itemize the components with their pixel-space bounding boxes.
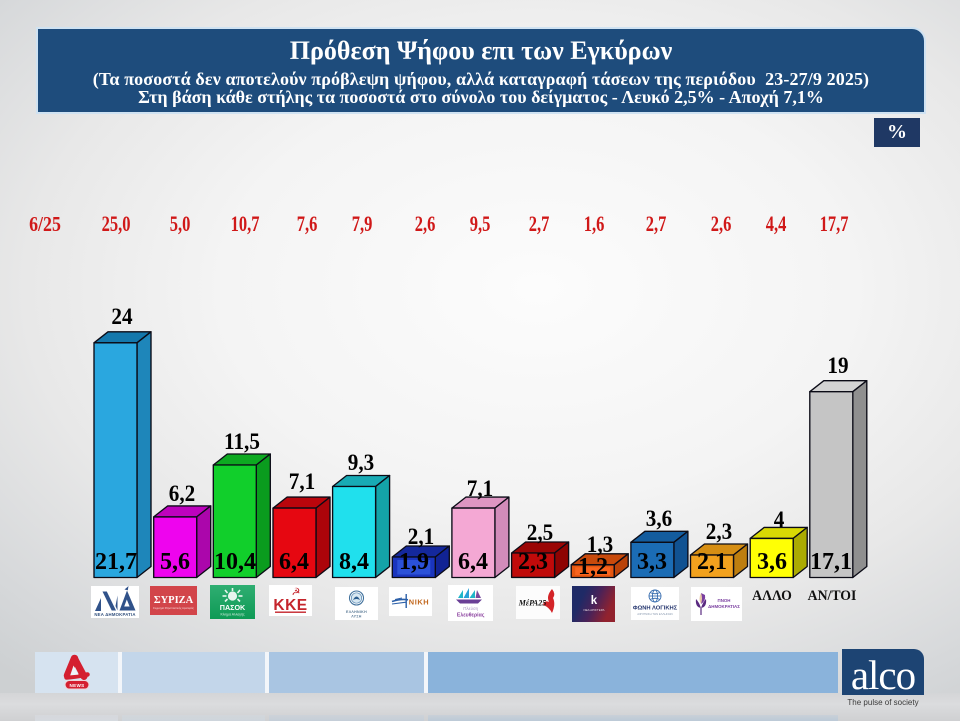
svg-text:ΣΥΡΙΖΑ: ΣΥΡΙΖΑ: [153, 595, 193, 606]
svg-text:Πλεύση: Πλεύση: [463, 606, 478, 611]
svg-text:ΝΙΚΗ: ΝΙΚΗ: [409, 597, 429, 606]
svg-text:NEWS: NEWS: [70, 683, 85, 688]
svg-text:k: k: [591, 595, 598, 607]
svg-text:ΜέΡΑ25: ΜέΡΑ25: [518, 598, 546, 607]
svg-text:KKE: KKE: [274, 597, 308, 614]
svg-text:ΝΕΑ ΔΗΜΟΚΡΑΤΙΑ: ΝΕΑ ΔΗΜΟΚΡΑΤΙΑ: [94, 612, 135, 617]
svg-text:ΦΩΝΗ ΛΟΓΙΚΗΣ: ΦΩΝΗ ΛΟΓΙΚΗΣ: [632, 605, 677, 611]
svg-text:ΔΗΜΟΚΡΑΤΙΑΣ: ΔΗΜΟΚΡΑΤΙΑΣ: [708, 604, 740, 609]
svg-text:ΕΛΛΗΝΙΚΗ: ΕΛΛΗΝΙΚΗ: [346, 610, 367, 614]
svg-text:ΑΦΥΠΝΙΣΗ ΤΩΝ ΕΛΛΗΝΩΝ: ΑΦΥΠΝΙΣΗ ΤΩΝ ΕΛΛΗΝΩΝ: [637, 612, 672, 616]
svg-text:Κίνημα Αλλαγής: Κίνημα Αλλαγής: [220, 612, 244, 616]
svg-text:ΝΕΑ ΑΡΙΣΤΕΡΑ: ΝΕΑ ΑΡΙΣΤΕΡΑ: [583, 608, 604, 612]
svg-text:ΛΥΣΗ: ΛΥΣΗ: [351, 614, 362, 618]
svg-text:ΠΑΣΟΚ: ΠΑΣΟΚ: [219, 603, 245, 612]
svg-text:Συμμαχία Ριζοσπαστικής Αριστερ: Συμμαχία Ριζοσπαστικής Αριστεράς: [153, 606, 195, 610]
svg-text:Ελευθερίας: Ελευθερίας: [456, 613, 484, 619]
svg-text:ΠΝΟΗ: ΠΝΟΗ: [718, 598, 731, 603]
svg-text:☭: ☭: [292, 587, 301, 598]
